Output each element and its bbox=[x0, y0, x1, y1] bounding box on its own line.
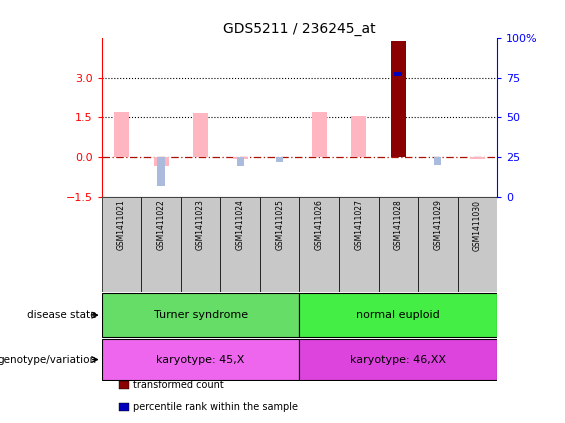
Bar bbox=[470, 157, 485, 159]
Bar bbox=[233, 157, 247, 159]
Text: GSM1411029: GSM1411029 bbox=[433, 200, 442, 250]
Text: normal euploid: normal euploid bbox=[357, 310, 440, 320]
Bar bbox=[312, 112, 327, 157]
Text: GSM1411022: GSM1411022 bbox=[157, 200, 166, 250]
Bar bbox=[458, 197, 497, 292]
Bar bbox=[339, 197, 379, 292]
Text: karyotype: 45,X: karyotype: 45,X bbox=[157, 354, 245, 365]
Text: disease state: disease state bbox=[27, 310, 96, 320]
Bar bbox=[351, 116, 366, 157]
Bar bbox=[114, 112, 129, 157]
Bar bbox=[434, 157, 441, 165]
Text: GSM1411024: GSM1411024 bbox=[236, 200, 245, 250]
Bar bbox=[154, 157, 168, 166]
Text: percentile rank within the sample: percentile rank within the sample bbox=[133, 402, 298, 412]
Text: transformed count: transformed count bbox=[133, 380, 224, 390]
Bar bbox=[141, 197, 181, 292]
Bar bbox=[102, 293, 299, 338]
Bar bbox=[220, 197, 260, 292]
Bar bbox=[237, 157, 244, 166]
Text: GSM1411030: GSM1411030 bbox=[473, 200, 482, 250]
Bar bbox=[276, 157, 283, 162]
Bar bbox=[102, 339, 299, 380]
Bar bbox=[394, 72, 402, 76]
Title: GDS5211 / 236245_at: GDS5211 / 236245_at bbox=[223, 22, 376, 36]
Bar bbox=[418, 197, 458, 292]
Text: Turner syndrome: Turner syndrome bbox=[154, 310, 247, 320]
Bar bbox=[260, 197, 299, 292]
Bar bbox=[391, 41, 406, 157]
Bar bbox=[102, 197, 141, 292]
Text: GSM1411027: GSM1411027 bbox=[354, 200, 363, 250]
Bar bbox=[379, 197, 418, 292]
Text: karyotype: 46,XX: karyotype: 46,XX bbox=[350, 354, 446, 365]
Text: GSM1411026: GSM1411026 bbox=[315, 200, 324, 250]
Bar bbox=[299, 339, 497, 380]
Text: GSM1411023: GSM1411023 bbox=[196, 200, 205, 250]
Bar bbox=[299, 197, 339, 292]
Bar bbox=[158, 157, 164, 186]
Text: GSM1411028: GSM1411028 bbox=[394, 200, 403, 250]
Text: GSM1411025: GSM1411025 bbox=[275, 200, 284, 250]
Bar bbox=[181, 197, 220, 292]
Text: GSM1411021: GSM1411021 bbox=[117, 200, 126, 250]
Bar bbox=[193, 113, 208, 157]
Bar bbox=[299, 293, 497, 338]
Text: genotype/variation: genotype/variation bbox=[0, 354, 96, 365]
